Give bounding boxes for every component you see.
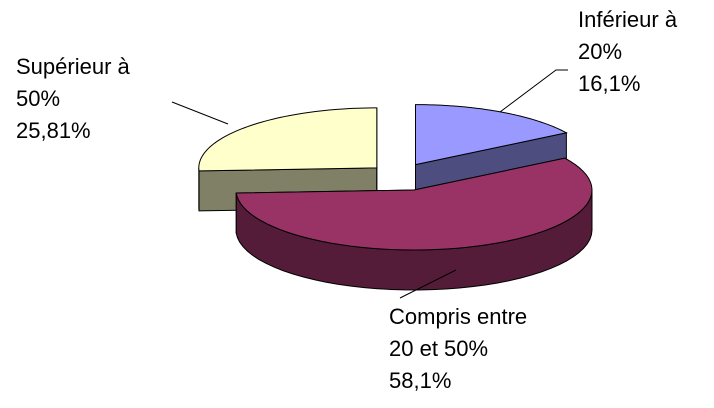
pie-slice-top (235, 157, 593, 251)
pie-slice-top (198, 107, 378, 172)
label-inferieur-line-1: Inférieur à (578, 7, 678, 32)
label-compris-value: 58,1% (389, 368, 452, 393)
label-inferieur: Inférieur à 20% 16,1% (578, 4, 677, 100)
leader-line-inferieur (499, 69, 568, 113)
label-superieur: Supérieur à 50% 25,81% (16, 51, 130, 147)
label-compris: Compris entre 20 et 50% 58,1% (389, 301, 527, 397)
pie-slices (198, 104, 593, 291)
label-compris-line-2: 20 et 50% (389, 336, 489, 361)
label-superieur-value: 25,81% (16, 118, 91, 143)
pie-slice (235, 157, 593, 291)
label-inferieur-line-2: 20% (578, 39, 623, 64)
leader-line-superieur (171, 101, 229, 125)
label-inferieur-value: 16,1% (578, 71, 641, 96)
pie-slice-top (415, 104, 568, 166)
label-compris-line-1: Compris entre (389, 304, 528, 329)
label-superieur-line-1: Supérieur à (16, 54, 130, 79)
leader-line-compris (399, 269, 457, 299)
label-superieur-line-2: 50% (16, 86, 61, 111)
